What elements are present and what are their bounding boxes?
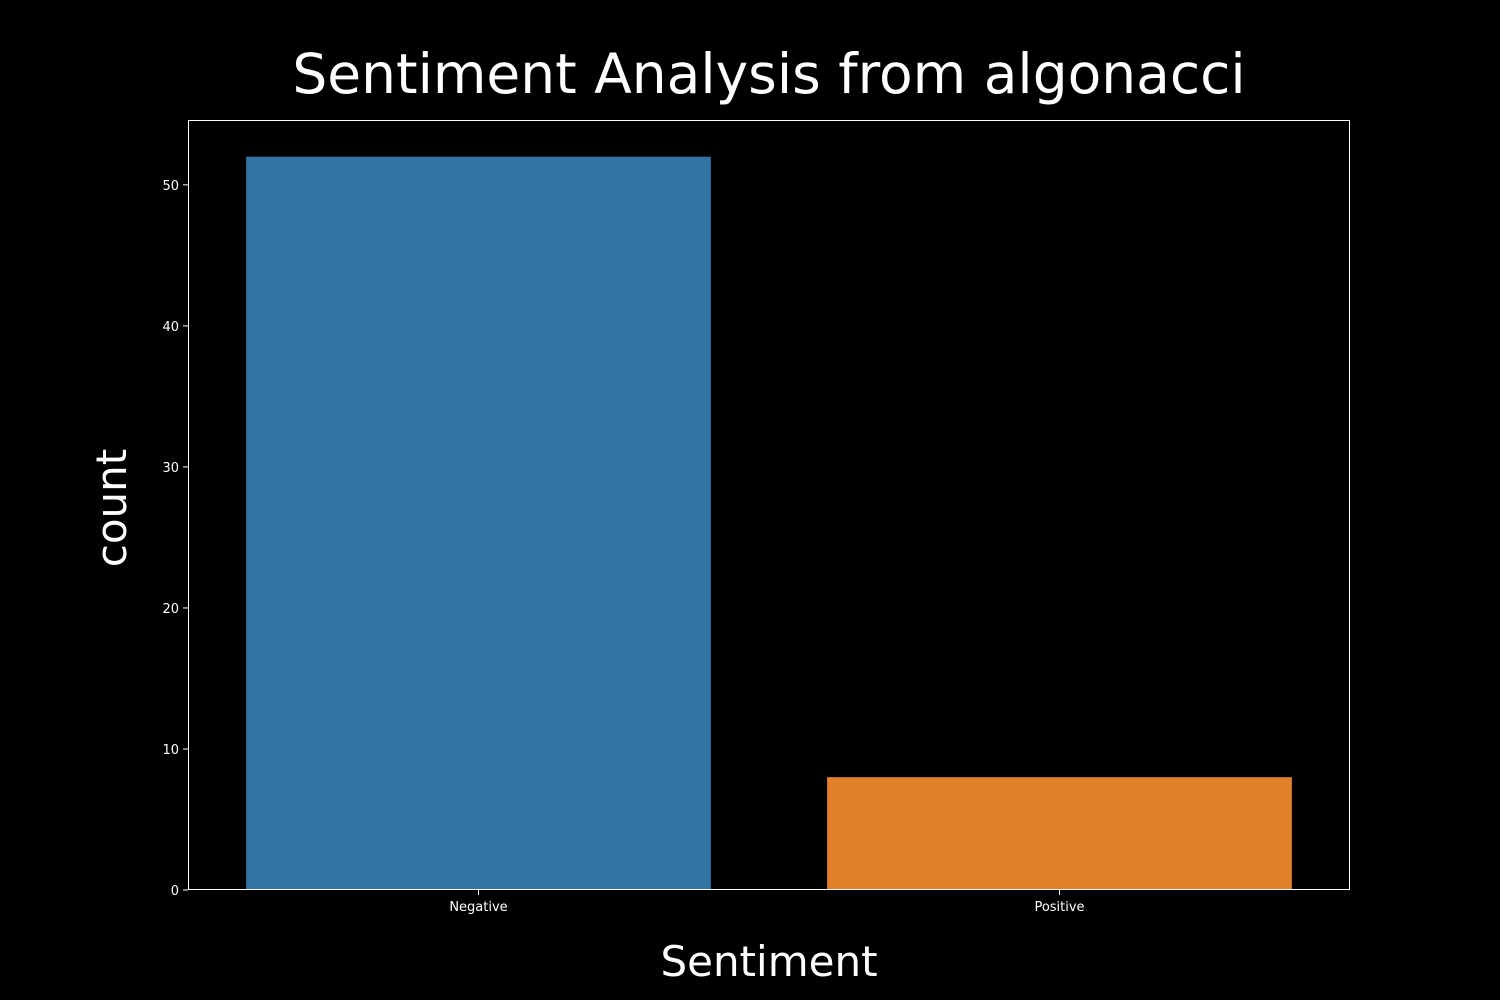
plot-frame	[188, 120, 1350, 890]
y-tick-label: 40	[162, 320, 179, 335]
y-tick-label: 20	[162, 602, 179, 617]
ticks-layer: Negative Positive 0 10 20 30 40 50	[162, 179, 1084, 915]
y-tick-label: 50	[162, 179, 179, 194]
x-tick-label-negative: Negative	[449, 900, 507, 915]
x-tick-label-positive: Positive	[1034, 900, 1084, 915]
chart-title: Sentiment Analysis from algonacci	[292, 42, 1245, 106]
bar-positive	[827, 777, 1292, 890]
bar-negative	[246, 156, 711, 890]
y-axis-label: count	[87, 449, 136, 568]
y-tick-label: 0	[171, 884, 179, 899]
y-tick-label: 10	[162, 743, 179, 758]
bars-layer	[246, 156, 1292, 890]
y-tick-label: 30	[162, 461, 179, 476]
x-axis-label: Sentiment	[660, 937, 877, 986]
